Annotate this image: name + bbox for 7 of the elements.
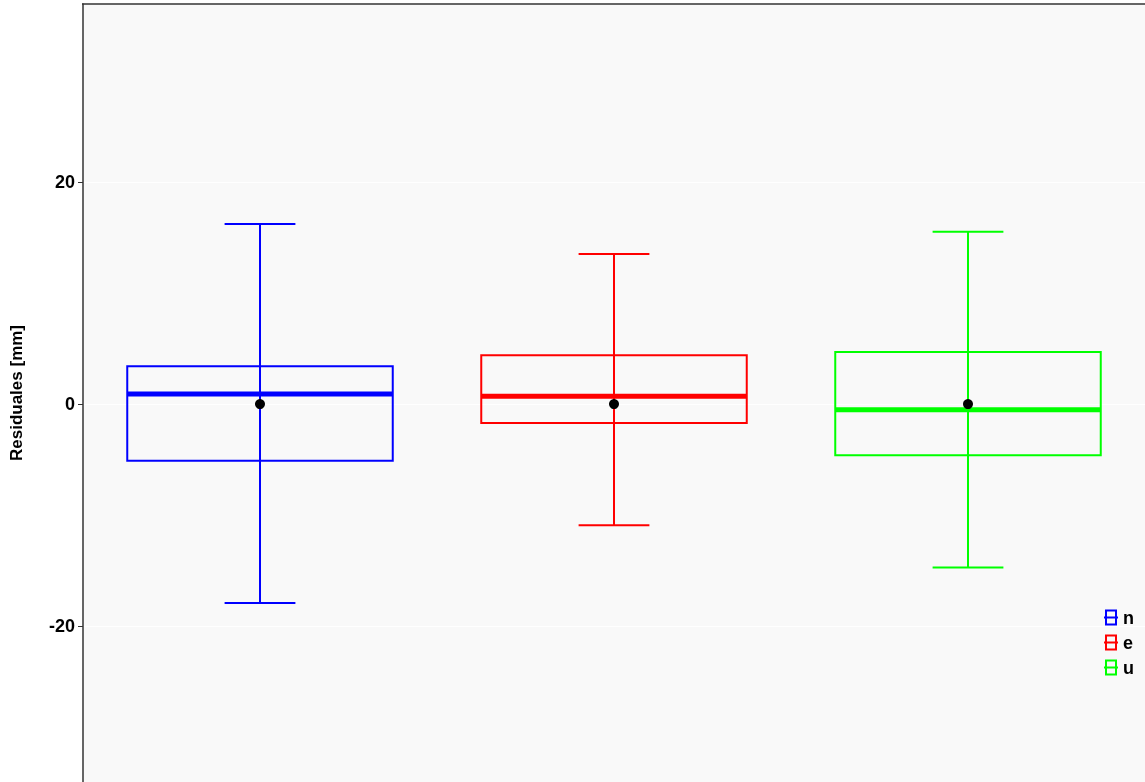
- y-tick-label: 20: [54, 171, 75, 192]
- y-axis-title: Residuales [mm]: [7, 324, 26, 462]
- y-tick-label: 0: [64, 394, 75, 415]
- legend-label: e: [1123, 632, 1134, 653]
- legend-label: u: [1123, 657, 1134, 678]
- legend-label: n: [1123, 607, 1134, 628]
- y-tick-label: -20: [48, 616, 75, 637]
